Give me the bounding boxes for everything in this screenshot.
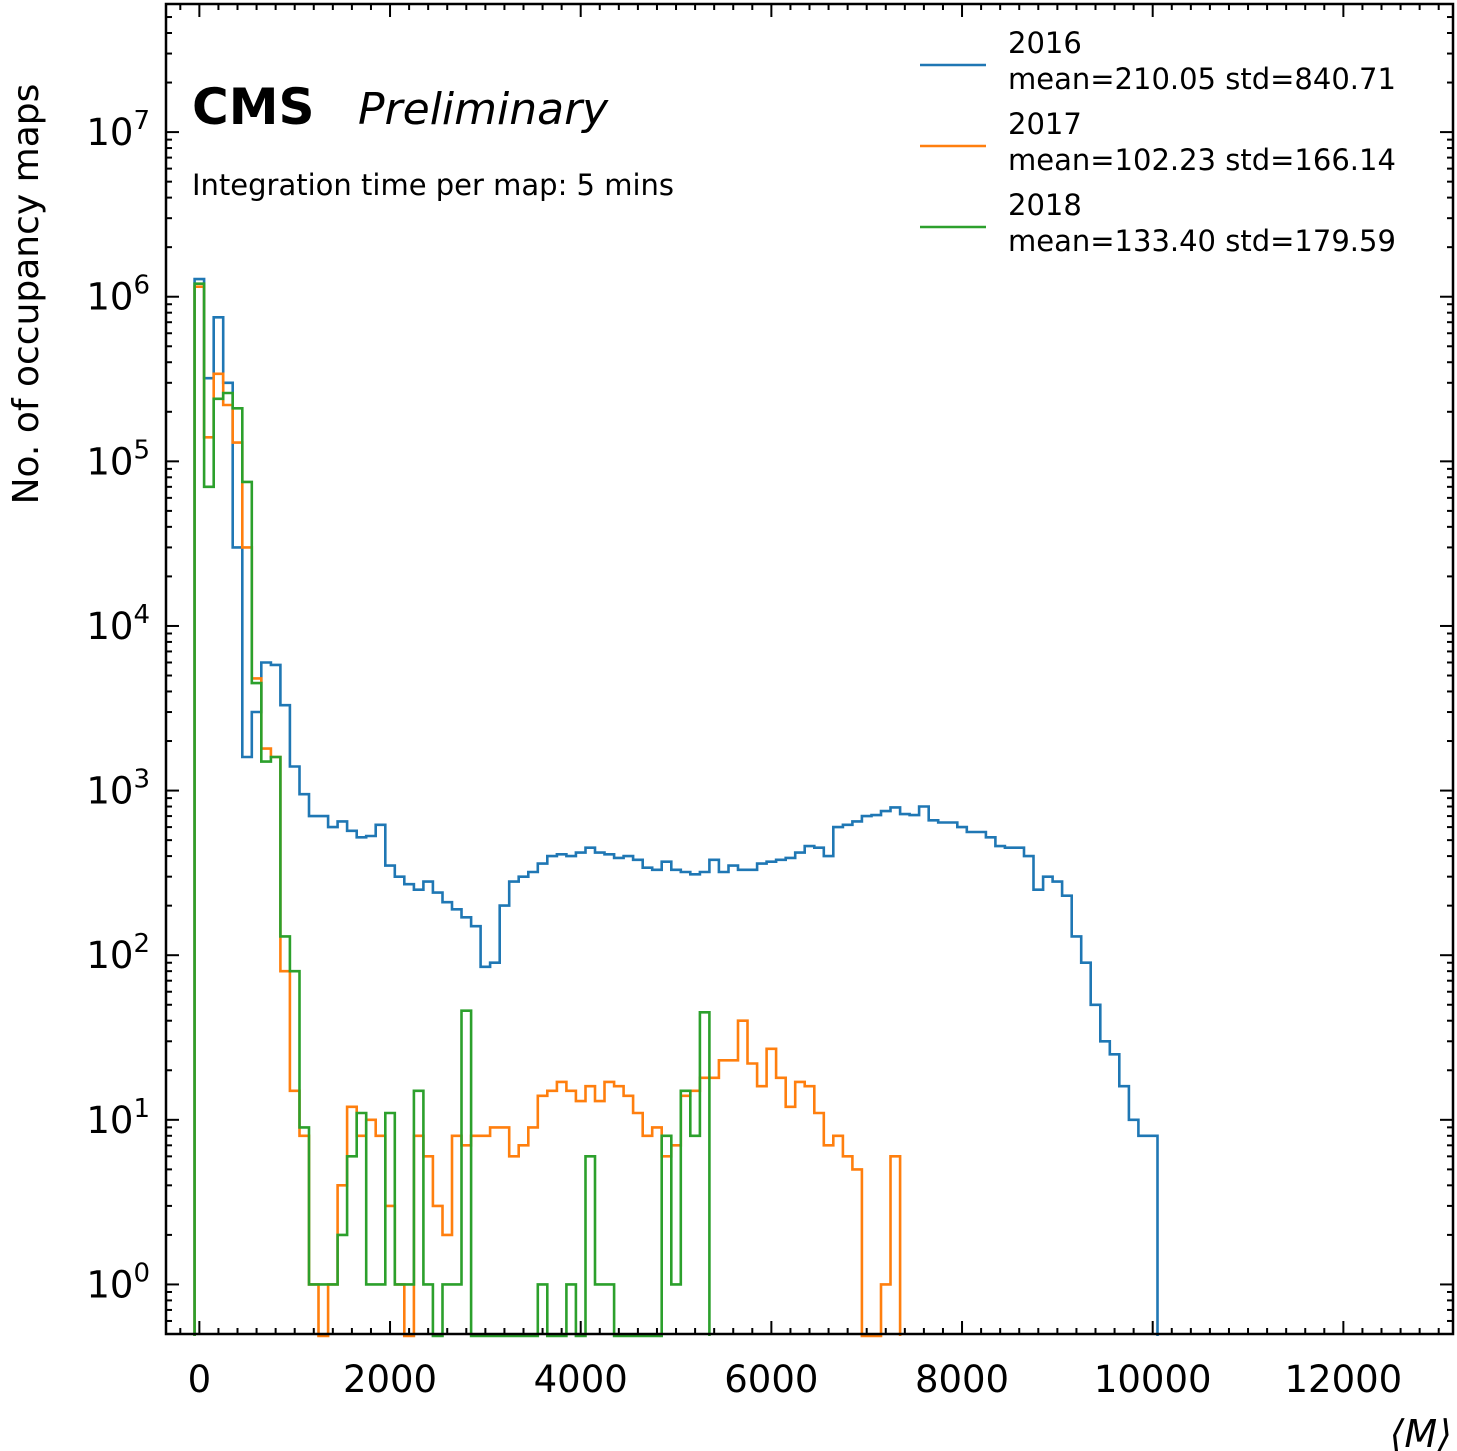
- y-tick-label: 103: [86, 765, 150, 813]
- legend-entry-name: 2018: [1008, 188, 1082, 222]
- y-tick-label: 106: [86, 271, 150, 319]
- x-tick-label: 6000: [724, 1358, 818, 1401]
- x-tick-label: 8000: [915, 1358, 1009, 1401]
- legend-entry-name: 2016: [1008, 26, 1082, 60]
- series-line-2018: [193, 282, 711, 1338]
- y-axis-label: No. of occupancy maps: [6, 84, 47, 505]
- y-tick-label: 105: [86, 435, 150, 483]
- y-tick-label: 101: [86, 1094, 150, 1142]
- tick-labels-layer: 0 2000 4000 6000 8000 10000 12000 100 101 102 103 1…: [86, 106, 1402, 1401]
- integration-time-annotation: Integration time per map: 5 mins: [192, 168, 674, 202]
- y-tick-label: 107: [86, 106, 150, 154]
- legend-entry-stats: mean=210.05 std=840.71: [1008, 62, 1396, 96]
- x-tick-label: 4000: [534, 1358, 628, 1401]
- x-axis-label: ⟨M⟩: [1390, 1412, 1452, 1451]
- y-tick-label: 104: [86, 600, 150, 648]
- x-tick-label: 10000: [1094, 1358, 1212, 1401]
- y-tick-label: 100: [86, 1258, 150, 1306]
- legend-entry-stats: mean=133.40 std=179.59: [1008, 224, 1396, 258]
- legend-entry-stats: mean=102.23 std=166.14: [1008, 143, 1396, 177]
- series-layer: [193, 277, 1159, 1338]
- x-tick-label: 2000: [343, 1358, 437, 1401]
- cms-label: CMS: [192, 78, 314, 136]
- x-tick-label: 12000: [1285, 1358, 1403, 1401]
- x-tick-label: 0: [188, 1358, 212, 1401]
- series-line-2017: [193, 285, 902, 1338]
- series-line-2016: [193, 277, 1159, 1336]
- plot-frame: [164, 2, 1455, 1336]
- preliminary-label: Preliminary: [358, 84, 609, 135]
- legend-entry-name: 2017: [1008, 107, 1082, 141]
- y-tick-label: 102: [86, 929, 150, 977]
